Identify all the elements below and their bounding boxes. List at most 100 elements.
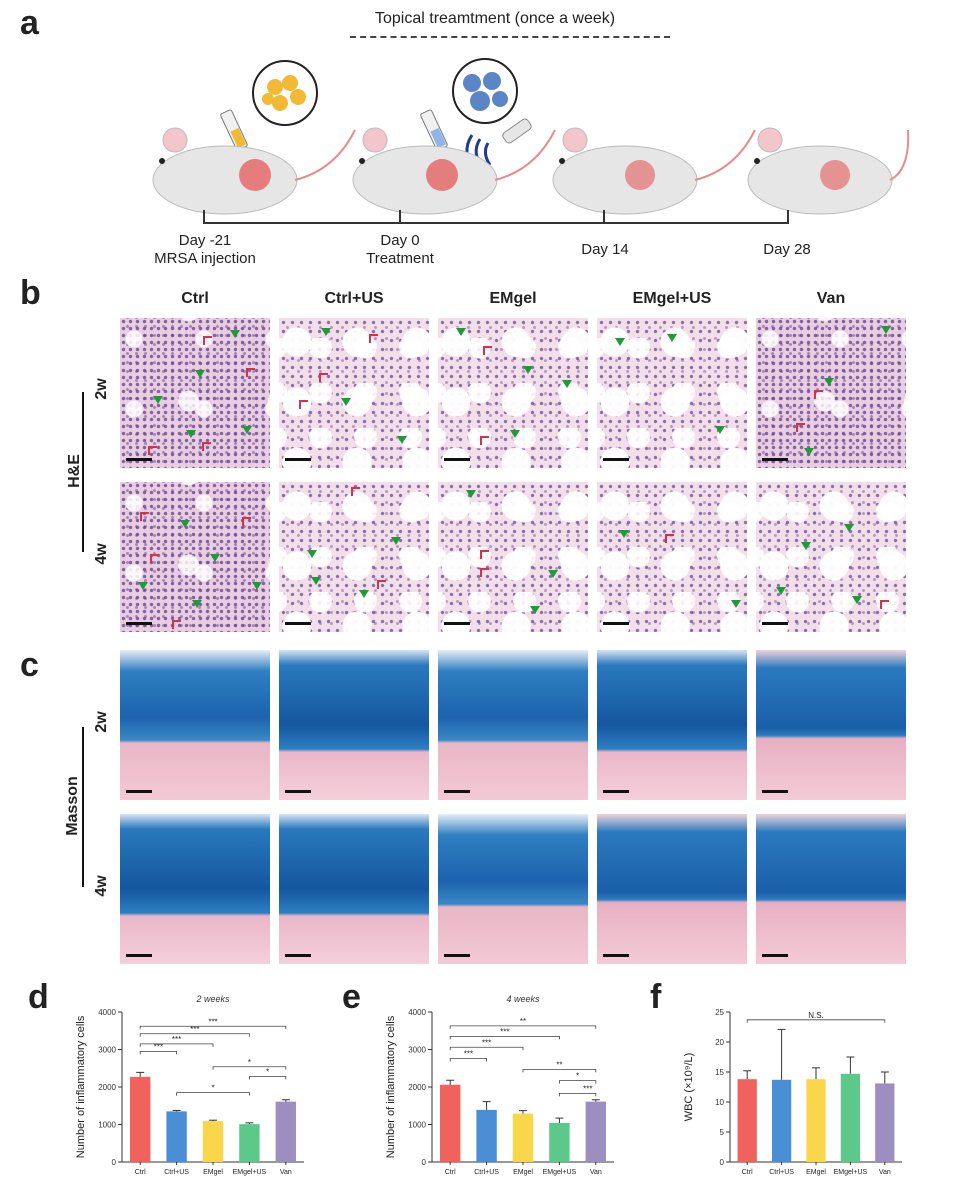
y-tick-label: 3000 (408, 1046, 426, 1055)
he-image-emgel-us-2w (597, 318, 747, 468)
chart-d: 2 weeks Number of inflammatory cells 0 1000… (75, 994, 304, 1176)
he-image-ctrl-us-2w (279, 318, 429, 468)
masson-image-ctrl-2w (120, 650, 270, 800)
column-header-ctrl-us: Ctrl+US (324, 290, 384, 307)
y-tick-label: 2000 (98, 1083, 116, 1092)
significance-bracket (139, 1050, 177, 1055)
y-axis-label: Number of inflammatory cells (75, 1015, 87, 1158)
significance-label: *** (172, 1035, 181, 1044)
treatment-dashed-line (350, 36, 670, 38)
x-tick-label: Ctrl (742, 1169, 753, 1176)
timeline-axis (203, 222, 789, 224)
significance-bracket (559, 1092, 597, 1097)
he-image-emgel-us-4w (597, 482, 747, 632)
scale-bar (444, 954, 470, 957)
y-tick-label: 3000 (98, 1046, 116, 1055)
y-tick-label: 1000 (98, 1121, 116, 1130)
timeline-label-day0: Day 0 Treatment (366, 232, 434, 267)
significance-label: *** (482, 1038, 491, 1047)
significance-bracket (139, 1043, 214, 1047)
scale-bar (762, 458, 788, 461)
scale-bar (603, 622, 629, 625)
bar (166, 1111, 187, 1162)
significance-label: ** (556, 1060, 562, 1069)
bar (549, 1123, 570, 1162)
row-group-he: H&E (66, 454, 83, 488)
bar (130, 1076, 151, 1162)
significance-bracket (139, 1033, 250, 1037)
scale-bar (762, 954, 788, 957)
timeline-label-day14: Day 14 (581, 241, 629, 258)
significance-label: ** (520, 1017, 526, 1026)
significance-bracket (212, 1066, 287, 1070)
significance-label: * (576, 1072, 579, 1081)
significance-label: *** (208, 1017, 217, 1026)
x-tick-label: Ctrl (445, 1169, 456, 1176)
y-tick-label: 15 (715, 1068, 724, 1077)
scale-bar (285, 954, 311, 957)
y-tick-label: 2000 (408, 1083, 426, 1092)
significance-bracket (176, 1092, 250, 1096)
bar (512, 1113, 534, 1162)
y-tick-label: 4000 (408, 1008, 426, 1017)
y-tick-label: 25 (715, 1008, 724, 1017)
bar (875, 1083, 895, 1162)
chart-e: 4 weeks Number of inflammatory cells 0 1000… (385, 994, 614, 1176)
he-image-van-4w (756, 482, 906, 632)
row-label-2w: 2w (93, 378, 110, 400)
bar (476, 1109, 497, 1162)
scale-bar (285, 458, 311, 461)
masson-image-emgel-2w (438, 650, 588, 800)
y-tick-label: 20 (715, 1038, 724, 1047)
scale-bar (603, 790, 629, 793)
column-header-van: Van (816, 290, 846, 307)
chart-title: 4 weeks (506, 994, 540, 1004)
timeline-label-day-21: Day -21 MRSA injection (154, 232, 256, 267)
significance-label: *** (500, 1027, 509, 1036)
significance-bracket (449, 1058, 487, 1062)
panel-b-letter: b (20, 274, 41, 312)
timeline-tick (399, 210, 401, 224)
scale-bar (126, 954, 152, 957)
y-tick-label: 5 (720, 1128, 725, 1137)
syringe-icon (420, 109, 448, 151)
bar (737, 1079, 757, 1162)
bar (202, 1121, 224, 1162)
bar (440, 1084, 461, 1162)
panel-a-letter: a (20, 4, 39, 42)
he-image-emgel-2w (438, 318, 588, 468)
masson-image-van-2w (756, 650, 906, 800)
significance-bracket (249, 1076, 287, 1080)
row-label-4w: 4w (93, 543, 110, 565)
row-group-masson: Masson (64, 776, 81, 836)
chart-title: 2 weeks (195, 994, 230, 1004)
x-tick-label: Ctrl+US (769, 1169, 794, 1176)
bar (585, 1101, 606, 1162)
bar (771, 1079, 792, 1162)
row-label-4w: 4w (93, 875, 110, 897)
mrsa-bubble-icon (252, 60, 318, 126)
scale-bar (762, 622, 788, 625)
column-header-ctrl: Ctrl (181, 290, 209, 307)
significance-label: N.S. (808, 1011, 824, 1020)
bar (806, 1079, 826, 1162)
scale-bar (126, 622, 152, 625)
significance-bracket (449, 1035, 560, 1040)
masson-image-emgel-4w (438, 814, 588, 964)
x-tick-label: EMgel (513, 1169, 533, 1176)
mouse-illustrations (152, 58, 910, 215)
y-tick-label: 0 (720, 1158, 725, 1167)
x-tick-label: Van (590, 1169, 602, 1176)
scale-bar (444, 458, 470, 461)
mouse-icon (152, 127, 356, 215)
bar (239, 1124, 260, 1162)
mouse-icon (552, 127, 756, 215)
syringe-icon (220, 109, 248, 151)
significance-label: *** (154, 1042, 163, 1051)
significance-bracket (559, 1080, 597, 1084)
timeline-label-day28: Day 28 (763, 241, 811, 258)
significance-bracket (522, 1068, 597, 1073)
chart-f: WBC (×10⁹/L) 0 5 10 15 20 25 Ctrl Ctrl+US EMgel EM… (683, 1008, 902, 1176)
he-image-emgel-4w (438, 482, 588, 632)
y-axis-label: Number of inflammatory cells (385, 1015, 397, 1158)
